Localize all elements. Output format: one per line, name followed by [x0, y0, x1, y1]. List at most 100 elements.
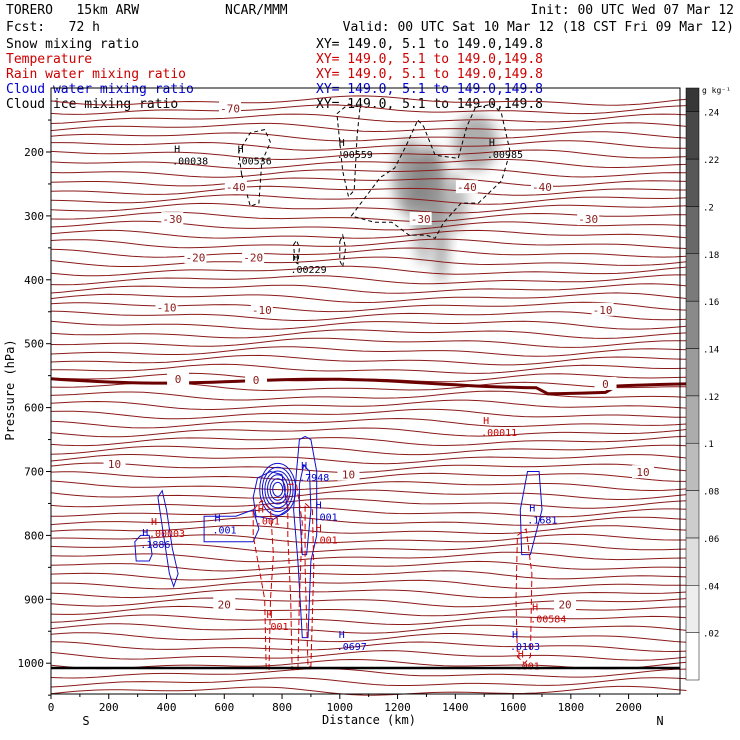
- max-value-label: .00003: [149, 529, 185, 540]
- y-tick-label: 600: [24, 402, 44, 415]
- max-marker: H: [339, 630, 345, 641]
- south-label: S: [82, 714, 89, 728]
- cloud-ice-contour-3: [339, 233, 347, 269]
- isotherm-line: [51, 363, 687, 374]
- field-legend: Snow mixing ratio XY= 149.0, 5.1 to 149.0…: [6, 37, 543, 112]
- isotherm-line: [50, 506, 687, 518]
- isotherm-line: [50, 597, 687, 608]
- isotherm-label-bg: [155, 300, 178, 314]
- isotherm-line: [50, 614, 687, 625]
- isotherm-line: [50, 229, 687, 239]
- legend-xy-range: XY= 149.0, 5.1 to 149.0,149.8: [316, 97, 543, 112]
- colorbar-label: .2: [703, 203, 714, 213]
- north-label: N: [656, 714, 663, 728]
- isotherm-line: [50, 480, 687, 492]
- x-axis-title: Distance (km): [322, 713, 416, 727]
- max-marker: H: [215, 513, 221, 524]
- legend-field-name: Cloud water mixing ratio: [6, 82, 194, 97]
- colorbar-band: [685, 206, 700, 255]
- isotherm-line: [50, 149, 687, 161]
- isotherm-line: [50, 337, 687, 348]
- isotherm-line: [51, 140, 687, 151]
- isotherm-line: [50, 292, 687, 304]
- cloud-water-low: [203, 509, 260, 543]
- isotherm-label-bg: [242, 250, 265, 264]
- max-marker: H: [532, 603, 538, 614]
- colorbar-label: .02: [703, 630, 719, 640]
- isotherm-label: 20: [558, 598, 571, 611]
- isotherm-line: [50, 677, 687, 688]
- rain-water-contours: [252, 483, 533, 671]
- max-value-label: .1681: [527, 516, 557, 527]
- isotherm-label: 10: [108, 458, 121, 471]
- isotherm-line: [50, 283, 687, 294]
- isotherm-line: [50, 168, 687, 178]
- cloud-water-tower-inner: [298, 464, 312, 556]
- isotherm-line: [50, 605, 687, 617]
- colorbar-label: .16: [703, 298, 719, 308]
- y-axis-title: Pressure (hPa): [3, 339, 17, 440]
- isotherm-line: [50, 104, 687, 115]
- isotherm-line: [50, 301, 687, 313]
- legend-field-name: Snow mixing ratio: [6, 37, 139, 52]
- max-marker: H: [174, 145, 180, 156]
- isotherm-line: [50, 95, 687, 106]
- x-tick-label: 1600: [500, 701, 527, 714]
- colorbar-band: [685, 585, 700, 633]
- isotherm-line: [50, 667, 687, 679]
- max-marker: H: [142, 528, 148, 539]
- isotherm-label-bg: [554, 597, 577, 611]
- max-value-label: .7948: [299, 473, 329, 484]
- isotherm-label: -40: [532, 181, 552, 194]
- isotherm-line: [50, 113, 687, 124]
- isotherm-line: [50, 274, 687, 286]
- isotherm-label: -10: [593, 304, 613, 317]
- isotherm-label: -30: [411, 213, 431, 226]
- isotherm-line: [50, 515, 687, 526]
- isotherm-line: [50, 641, 687, 653]
- rain-water-contour-1: [287, 483, 303, 671]
- isotherm-label: 10: [636, 466, 649, 479]
- max-value-label: .00536: [236, 157, 272, 168]
- isotherm-label-bg: [250, 302, 273, 316]
- isotherm-line: [50, 158, 687, 170]
- max-marker: H: [266, 610, 272, 621]
- max-marker: H: [258, 504, 264, 515]
- colorbar-label: .1: [703, 440, 714, 450]
- isotherm-line: [50, 533, 687, 544]
- isotherm-label-bg: [632, 465, 655, 479]
- legend-xy-range: XY= 149.0, 5.1 to 149.0,149.8: [316, 82, 543, 97]
- cloud-water-south2: [157, 489, 179, 589]
- x-tick-label: 800: [272, 701, 292, 714]
- max-marker: H: [489, 138, 495, 149]
- isotherm-label: -30: [578, 213, 598, 226]
- max-value-label: .00229: [290, 265, 326, 276]
- legend-field-name: Temperature: [6, 52, 92, 67]
- isotherm-line: [50, 542, 687, 553]
- max-value-label: .001: [264, 622, 288, 633]
- isotherm-line: [50, 177, 687, 187]
- isotherm-label: -10: [157, 301, 177, 314]
- rain-water-contour-0: [252, 499, 274, 671]
- max-value-label: .001: [213, 525, 237, 536]
- isotherm-line: [50, 435, 687, 447]
- isotherm-label-bg: [184, 250, 207, 264]
- y-axis: 200 300 400 500 600 700 800 900 1000: [18, 119, 51, 696]
- isotherm-label-bg: [245, 373, 268, 387]
- cloud-water-contours: [134, 435, 543, 639]
- max-marker: H: [483, 416, 489, 427]
- max-value-label: .001: [314, 513, 338, 524]
- cloud-ice-contour-0: [238, 129, 272, 207]
- isotherm-line: [50, 320, 687, 330]
- max-value-label: .00038: [172, 157, 208, 168]
- max-marker: H: [512, 630, 518, 641]
- colorbar-label: .24: [703, 109, 719, 119]
- colorbar-label: .04: [703, 582, 719, 592]
- colorbar-band: [685, 87, 700, 112]
- isotherm-line: [50, 570, 687, 581]
- isotherm-label-bg: [409, 212, 432, 226]
- max-value-label: .00584: [530, 615, 566, 626]
- isotherm-line: [50, 462, 687, 474]
- isotherm-label: -30: [162, 213, 182, 226]
